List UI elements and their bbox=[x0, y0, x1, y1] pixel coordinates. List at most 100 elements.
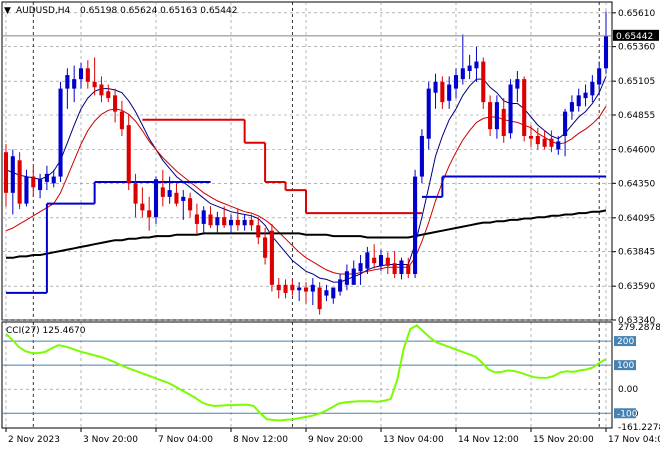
bull-candle bbox=[467, 65, 472, 72]
bear-candle bbox=[522, 79, 527, 136]
bear-candle bbox=[303, 287, 309, 292]
bear-candle bbox=[481, 61, 486, 103]
bull-candle bbox=[365, 252, 370, 269]
bear-candle bbox=[528, 135, 534, 139]
bull-candle bbox=[201, 210, 206, 224]
bear-candle bbox=[542, 138, 547, 147]
svg-text:0.65442: 0.65442 bbox=[616, 32, 653, 42]
price-tick-label: 0.65610 bbox=[618, 9, 655, 19]
bull-candle bbox=[563, 111, 568, 136]
time-tick-label: 15 Nov 20:00 bbox=[533, 435, 594, 445]
cci-level-badge-text: -100 bbox=[617, 409, 638, 419]
bull-candle bbox=[297, 287, 302, 291]
cci-series-line bbox=[5, 324, 607, 422]
bear-candle bbox=[549, 138, 554, 147]
bear-candle bbox=[31, 176, 36, 188]
price-tick-label: 0.63845 bbox=[618, 248, 655, 258]
bull-candle bbox=[583, 92, 588, 99]
bull-candle bbox=[453, 75, 459, 89]
bull-candle bbox=[447, 84, 452, 101]
bull-candle bbox=[419, 135, 424, 177]
time-tick-label: 3 Nov 20:00 bbox=[83, 435, 138, 445]
bear-candle bbox=[85, 68, 90, 82]
bear-candle bbox=[133, 183, 138, 204]
bull-candle bbox=[460, 68, 465, 80]
time-tick-label: 9 Nov 20:00 bbox=[308, 435, 363, 445]
price-tick-label: 0.64855 bbox=[618, 111, 655, 121]
price-tick-label: 0.63340 bbox=[618, 316, 655, 326]
cci-pane-frame bbox=[1, 321, 613, 429]
price-pane-frame bbox=[1, 1, 613, 321]
bear-candle bbox=[174, 192, 179, 204]
cci-level-badge bbox=[614, 408, 636, 419]
bull-candle bbox=[378, 255, 384, 266]
bear-candle bbox=[126, 125, 131, 184]
cci-tick-label: 279.2878 bbox=[618, 323, 660, 333]
bull-candle bbox=[576, 95, 581, 107]
bear-candle bbox=[535, 135, 540, 145]
bear-candle bbox=[249, 219, 254, 226]
fast-ma-blue-line bbox=[5, 76, 607, 283]
bull-candle bbox=[344, 271, 349, 285]
bull-candle bbox=[44, 173, 49, 182]
bull-candle bbox=[556, 141, 561, 150]
price-tick-label: 0.63590 bbox=[618, 282, 655, 292]
cci-axis: 279.28782002001001000.00-100-100-161.227… bbox=[614, 323, 660, 433]
bull-candle bbox=[597, 68, 602, 85]
bear-candle bbox=[269, 230, 274, 285]
bull-candle bbox=[310, 284, 315, 292]
time-tick-label: 14 Nov 12:00 bbox=[458, 435, 519, 445]
time-tick-label: 13 Nov 04:00 bbox=[383, 435, 444, 445]
bull-candle bbox=[338, 279, 343, 292]
bear-candle bbox=[222, 217, 227, 226]
bear-candle bbox=[372, 257, 377, 264]
bear-candle bbox=[106, 91, 111, 99]
bull-candle bbox=[228, 219, 234, 226]
time-tick-label: 2 Nov 2023 bbox=[8, 435, 60, 445]
cci-indicator-label: CCI(27) 125.4670 bbox=[6, 326, 86, 336]
bear-candle bbox=[317, 287, 322, 310]
bull-candle bbox=[324, 290, 329, 296]
bear-candle bbox=[119, 111, 124, 130]
candlesticks bbox=[3, 11, 609, 315]
cci-level-badge-text: 100 bbox=[617, 361, 634, 371]
bull-candle bbox=[426, 88, 431, 139]
time-tick-label: 8 Nov 12:00 bbox=[233, 435, 288, 445]
bear-candle bbox=[256, 225, 261, 238]
bull-candle bbox=[433, 81, 438, 93]
bear-candle bbox=[147, 210, 152, 218]
bull-candle bbox=[24, 176, 29, 204]
bull-candle bbox=[590, 81, 595, 96]
bull-candle bbox=[58, 88, 63, 177]
bear-candle bbox=[488, 102, 493, 130]
bear-candle bbox=[3, 152, 9, 193]
bull-candle bbox=[51, 176, 56, 184]
bear-candle bbox=[99, 84, 104, 96]
bull-candle bbox=[399, 260, 404, 274]
bull-candle bbox=[358, 263, 363, 272]
bear-candle bbox=[140, 203, 145, 211]
price-tick-label: 0.64095 bbox=[618, 214, 655, 224]
bull-candle bbox=[474, 61, 479, 69]
bear-candle bbox=[113, 95, 118, 112]
bull-candle bbox=[10, 156, 15, 193]
cci-levels bbox=[2, 340, 612, 414]
bear-candle bbox=[276, 284, 281, 291]
bear-candle bbox=[501, 108, 506, 136]
ohlc-values: 0.65198 0.65624 0.65163 0.65442 bbox=[80, 6, 237, 16]
bear-candle bbox=[208, 214, 213, 226]
dropdown-arrow-icon[interactable]: ▼ bbox=[4, 6, 11, 16]
current-price-tag: 0.65442 bbox=[613, 29, 659, 42]
bull-candle bbox=[508, 84, 513, 134]
bull-candle bbox=[494, 102, 499, 130]
cci-level-badge bbox=[614, 336, 636, 347]
time-tick-label: 7 Nov 04:00 bbox=[158, 435, 213, 445]
price-tick-label: 0.65105 bbox=[618, 77, 655, 87]
bull-candle bbox=[167, 190, 172, 197]
bull-candle bbox=[331, 287, 336, 299]
bull-candle bbox=[181, 196, 186, 201]
bear-candle bbox=[290, 284, 295, 291]
bull-candle bbox=[65, 75, 70, 89]
